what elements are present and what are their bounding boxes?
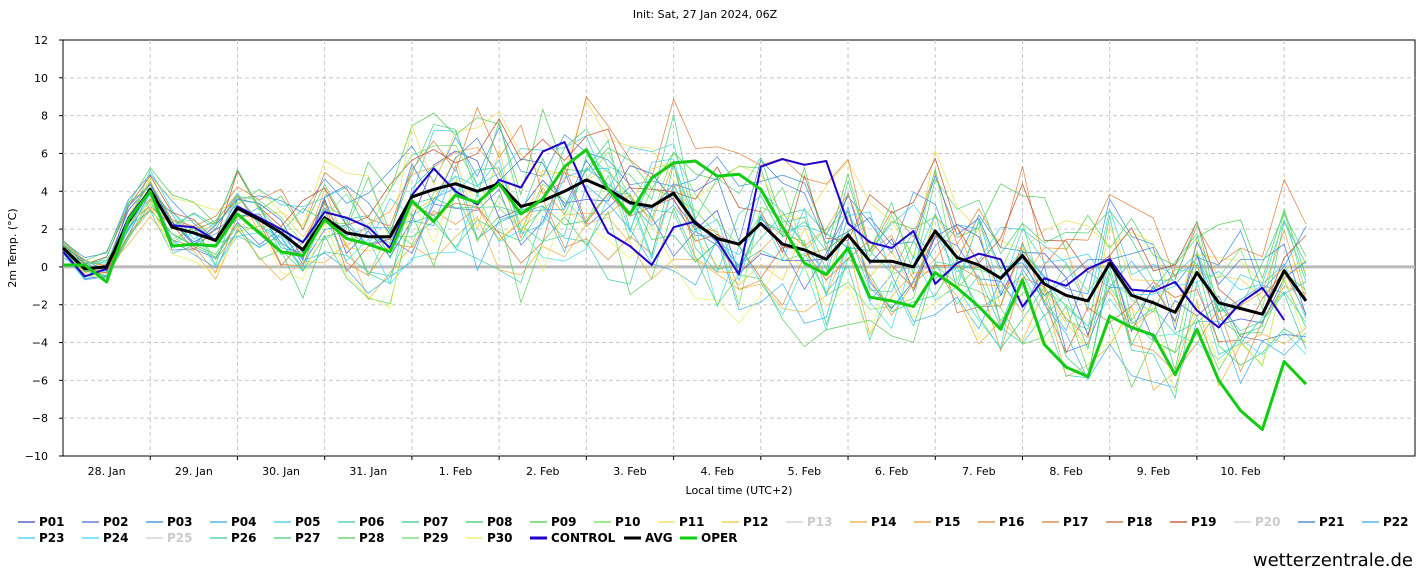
y-tick-label: −4 <box>32 337 48 350</box>
x-tick-label: 30. Jan <box>262 465 300 478</box>
x-axis-label: Local time (UTC+2) <box>686 484 793 497</box>
y-axis: 12 10 8 6 4 2 0 −2 −4 −6 −8 −10 <box>25 34 63 463</box>
x-tick-label: 10. Feb <box>1220 465 1260 478</box>
legend-label-p07[interactable]: P07 <box>423 515 449 529</box>
x-tick-label: 31. Jan <box>349 465 387 478</box>
y-tick-label: 8 <box>41 110 48 123</box>
legend-label-p06[interactable]: P06 <box>359 515 385 529</box>
ensemble-line-p12 <box>62 148 1307 348</box>
y-tick-label: 6 <box>41 147 48 160</box>
x-tick-label: 2. Feb <box>526 465 559 478</box>
y-tick-label: −2 <box>32 299 48 312</box>
legend: P01 P02 P03 P04 P05 P06 P07 P08 P09 P10 P11 P12 P13 P… <box>18 515 1409 545</box>
ensemble-member-lines <box>62 95 1307 400</box>
legend-label-p03[interactable]: P03 <box>167 515 193 529</box>
main-series-lines <box>61 141 1308 431</box>
legend-label-p17[interactable]: P17 <box>1063 515 1089 529</box>
y-tick-label: 0 <box>41 261 48 274</box>
x-axis: 28. Jan 29. Jan 30. Jan 31. Jan 1. Feb 2. Feb… <box>88 456 1285 478</box>
legend-label-p01[interactable]: P01 <box>39 515 65 529</box>
legend-label-p28[interactable]: P28 <box>359 531 385 545</box>
ensemble-line-p10 <box>62 174 1307 367</box>
x-tick-label: 7. Feb <box>962 465 995 478</box>
x-tick-label: 29. Jan <box>175 465 213 478</box>
legend-label-control[interactable]: CONTROL <box>551 531 616 545</box>
legend-label-p20[interactable]: P20 <box>1255 515 1281 529</box>
ensemble-line-p05 <box>62 129 1307 312</box>
x-tick-label: 3. Feb <box>613 465 646 478</box>
ensemble-line-p17 <box>62 95 1307 279</box>
legend-label-p12[interactable]: P12 <box>743 515 769 529</box>
legend-label-p09[interactable]: P09 <box>551 515 577 529</box>
legend-label-p22[interactable]: P22 <box>1383 515 1409 529</box>
x-tick-label: 4. Feb <box>700 465 733 478</box>
ensemble-line-p14 <box>62 215 1307 391</box>
watermark: wetterzentrale.de <box>1253 550 1413 571</box>
y-tick-label: 4 <box>41 185 48 198</box>
y-tick-label: 2 <box>41 223 48 236</box>
plot-frame <box>62 39 1416 457</box>
x-tick-label: 5. Feb <box>788 465 821 478</box>
legend-label-p05[interactable]: P05 <box>295 515 321 529</box>
y-tick-label: 12 <box>34 34 48 47</box>
legend-label-p19[interactable]: P19 <box>1191 515 1217 529</box>
y-axis-label: 2m Temp. (°C) <box>6 208 19 287</box>
legend-label-oper[interactable]: OPER <box>701 531 737 545</box>
legend-label-p23[interactable]: P23 <box>39 531 65 545</box>
legend-label-p27[interactable]: P27 <box>295 531 321 545</box>
legend-label-p29[interactable]: P29 <box>423 531 449 545</box>
legend-label-p18[interactable]: P18 <box>1127 515 1153 529</box>
y-tick-label: 10 <box>34 72 48 85</box>
legend-label-p21[interactable]: P21 <box>1319 515 1345 529</box>
x-tick-label: 28. Jan <box>88 465 126 478</box>
ensemble-line-p29 <box>62 144 1307 313</box>
legend-label-p04[interactable]: P04 <box>231 515 257 529</box>
series-line-avg <box>61 178 1308 316</box>
y-tick-label: −6 <box>32 374 48 387</box>
legend-label-p26[interactable]: P26 <box>231 531 257 545</box>
series-line-oper <box>63 148 1308 431</box>
legend-label-p16[interactable]: P16 <box>999 515 1025 529</box>
legend-label-p08[interactable]: P08 <box>487 515 513 529</box>
ensemble-line-p11 <box>62 99 1307 315</box>
legend-label-p15[interactable]: P15 <box>935 515 961 529</box>
legend-label-p13[interactable]: P13 <box>807 515 833 529</box>
grid <box>63 40 1415 456</box>
ensemble-line-p27 <box>62 115 1307 313</box>
x-tick-label: 9. Feb <box>1137 465 1170 478</box>
legend-label-p11[interactable]: P11 <box>679 515 705 529</box>
chart-title: Init: Sat, 27 Jan 2024, 06Z <box>633 8 778 21</box>
y-tick-label: −8 <box>32 412 48 425</box>
legend-label-avg[interactable]: AVG <box>645 531 673 545</box>
legend-label-p24[interactable]: P24 <box>103 531 129 545</box>
ensemble-line-p02 <box>62 170 1307 353</box>
series-line-control <box>62 141 1285 329</box>
y-tick-label: −10 <box>25 450 48 463</box>
ensemble-line-p23 <box>62 158 1307 319</box>
x-tick-label: 6. Feb <box>875 465 908 478</box>
legend-label-p02[interactable]: P02 <box>103 515 129 529</box>
ensemble-line-p07 <box>62 139 1307 336</box>
legend-label-p25[interactable]: P25 <box>167 531 193 545</box>
legend-label-p30[interactable]: P30 <box>487 531 513 545</box>
x-tick-label: 8. Feb <box>1049 465 1082 478</box>
x-tick-label: 1. Feb <box>439 465 472 478</box>
legend-label-p10[interactable]: P10 <box>615 515 641 529</box>
legend-label-p14[interactable]: P14 <box>871 515 897 529</box>
